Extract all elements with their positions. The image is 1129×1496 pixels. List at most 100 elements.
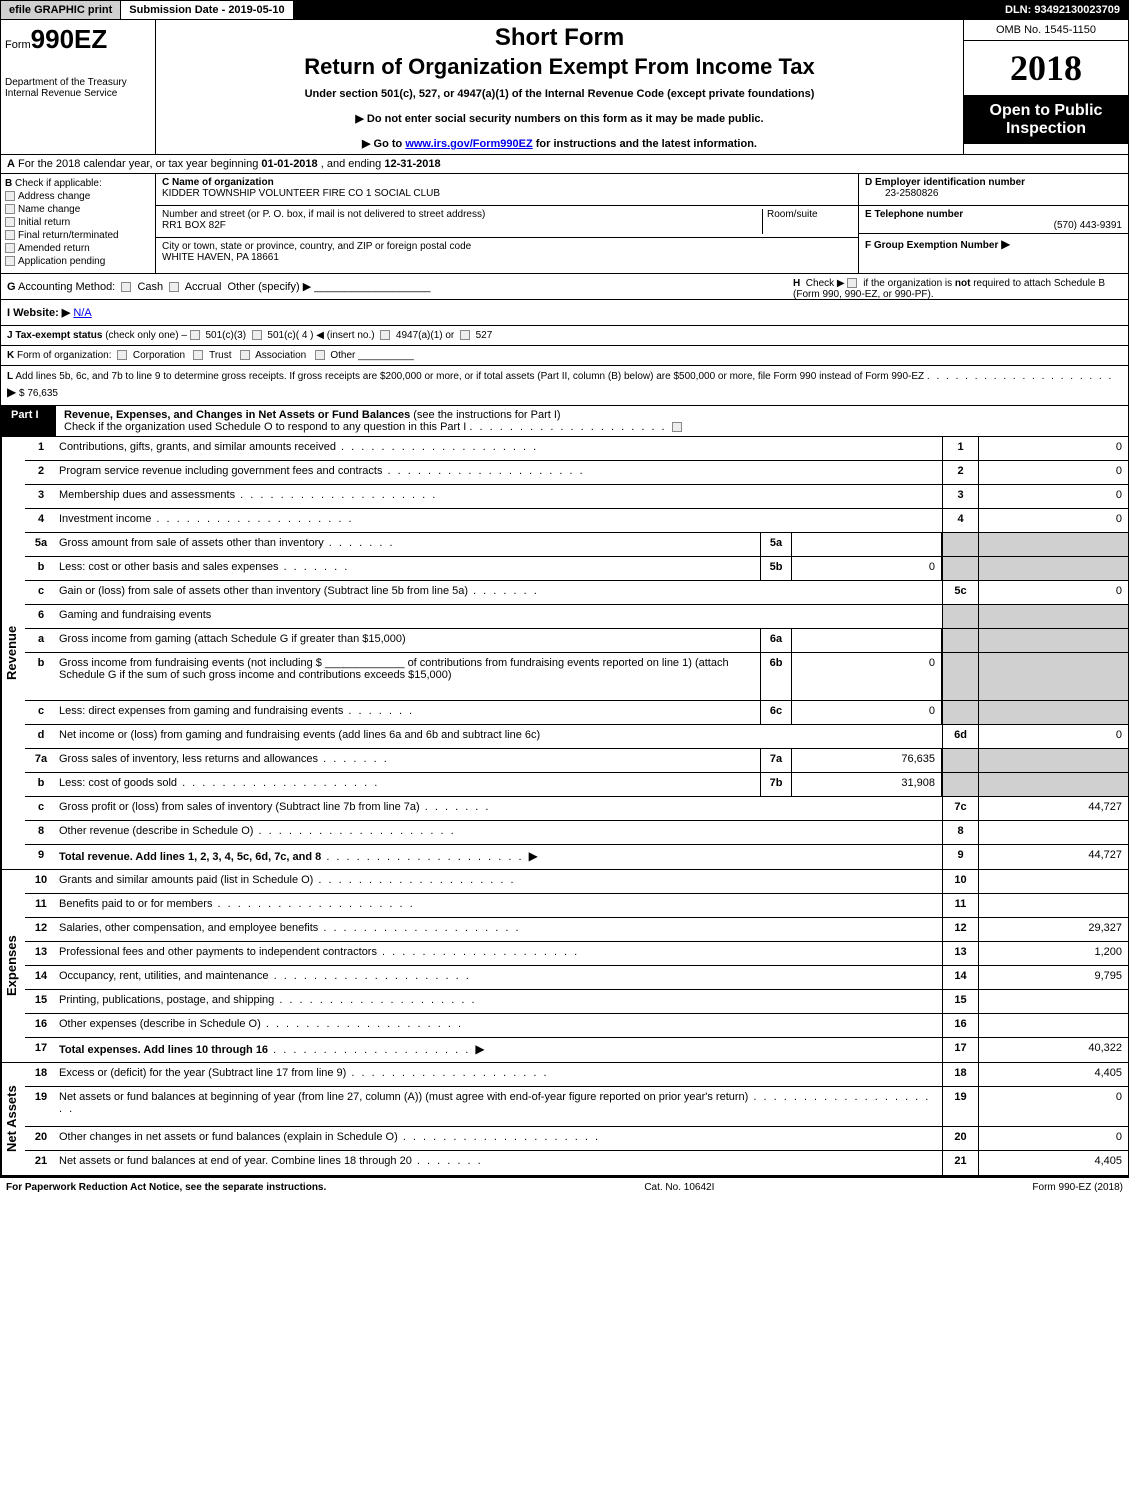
j-o3: 4947(a)(1) or bbox=[396, 330, 454, 341]
line-desc: Net assets or fund balances at beginning… bbox=[57, 1087, 942, 1126]
checkbox-icon[interactable] bbox=[380, 330, 390, 340]
website-val[interactable]: N/A bbox=[73, 307, 91, 319]
line-midval: 76,635 bbox=[792, 749, 942, 772]
expenses-vert-label: Expenses bbox=[1, 870, 25, 1062]
dots-icon bbox=[377, 946, 579, 958]
line-rval bbox=[978, 557, 1128, 580]
checkbox-icon[interactable] bbox=[240, 350, 250, 360]
dots-icon bbox=[235, 489, 437, 501]
desc-text: Other changes in net assets or fund bala… bbox=[59, 1131, 398, 1143]
dots-icon bbox=[177, 777, 379, 789]
i-label: I Website: ▶ bbox=[7, 307, 70, 319]
line-l: L Add lines 5b, 6c, and 7b to line 9 to … bbox=[0, 366, 1129, 405]
col-b: B Check if applicable: Address change Na… bbox=[1, 174, 156, 273]
line-rnum: 2 bbox=[942, 461, 978, 484]
desc-text: Net assets or fund balances at end of ye… bbox=[59, 1155, 412, 1167]
chk-address[interactable]: Address change bbox=[5, 191, 151, 202]
line-num: d bbox=[25, 725, 57, 748]
checkbox-icon[interactable] bbox=[460, 330, 470, 340]
line-rnum: 12 bbox=[942, 918, 978, 941]
checkbox-icon[interactable] bbox=[121, 282, 131, 292]
efile-print-button[interactable]: efile GRAPHIC print bbox=[1, 1, 121, 19]
line-a-label: A bbox=[7, 158, 15, 170]
dept-treasury: Department of the Treasury bbox=[5, 77, 151, 88]
line-rval: 0 bbox=[978, 437, 1128, 460]
row-1: 1 Contributions, gifts, grants, and simi… bbox=[25, 437, 1128, 461]
desc-text: Program service revenue including govern… bbox=[59, 465, 382, 477]
revenue-vert-label: Revenue bbox=[1, 437, 25, 869]
line-desc: Gross amount from sale of assets other t… bbox=[57, 533, 760, 556]
line-g: G Accounting Method: Cash Accrual Other … bbox=[0, 274, 1129, 300]
form-number: Form990EZ bbox=[5, 24, 151, 55]
desc-text: Membership dues and assessments bbox=[59, 489, 235, 501]
line-desc: Less: cost or other basis and sales expe… bbox=[57, 557, 760, 580]
l-text1: Add lines 5b, 6c, and 7b to line 9 to de… bbox=[15, 371, 924, 382]
checkbox-icon[interactable] bbox=[252, 330, 262, 340]
line-rval bbox=[978, 1014, 1128, 1037]
dots-icon bbox=[268, 1044, 475, 1056]
page-footer: For Paperwork Reduction Act Notice, see … bbox=[0, 1176, 1129, 1197]
line-num: c bbox=[25, 581, 57, 604]
line-rnum: 11 bbox=[942, 894, 978, 917]
line-rval bbox=[978, 605, 1128, 628]
chk-amended[interactable]: Amended return bbox=[5, 243, 151, 254]
desc-text: Salaries, other compensation, and employ… bbox=[59, 922, 318, 934]
line-rnum: 19 bbox=[942, 1087, 978, 1126]
line-rnum: 3 bbox=[942, 485, 978, 508]
line-num: 17 bbox=[25, 1038, 57, 1062]
netassets-vert-label: Net Assets bbox=[1, 1063, 25, 1175]
omb-number: OMB No. 1545-1150 bbox=[964, 20, 1128, 41]
checkbox-icon[interactable] bbox=[190, 330, 200, 340]
k-text: Form of organization: bbox=[17, 350, 112, 361]
cell-c-name: C Name of organization KIDDER TOWNSHIP V… bbox=[156, 174, 858, 206]
f-arrow-icon: ▶ bbox=[1001, 237, 1010, 251]
part1-header: Part I Revenue, Expenses, and Changes in… bbox=[0, 405, 1129, 437]
checkbox-icon bbox=[5, 191, 15, 201]
k-label: K bbox=[7, 350, 14, 361]
checkbox-icon[interactable] bbox=[193, 350, 203, 360]
dots-icon bbox=[343, 705, 414, 717]
checkbox-icon[interactable] bbox=[117, 350, 127, 360]
line-rval: 40,322 bbox=[978, 1038, 1128, 1062]
checkbox-icon[interactable] bbox=[847, 278, 857, 288]
checkbox-icon[interactable] bbox=[315, 350, 325, 360]
line-num: 21 bbox=[25, 1151, 57, 1175]
revenue-section: Revenue 1 Contributions, gifts, grants, … bbox=[0, 437, 1129, 870]
e-label: E Telephone number bbox=[865, 209, 963, 220]
chk-pending[interactable]: Application pending bbox=[5, 256, 151, 267]
row-6: 6 Gaming and fundraising events bbox=[25, 605, 1128, 629]
line-desc: Salaries, other compensation, and employ… bbox=[57, 918, 942, 941]
line-midnum: 6c bbox=[760, 701, 792, 724]
checkbox-icon[interactable] bbox=[169, 282, 179, 292]
desc-text: Gross profit or (loss) from sales of inv… bbox=[59, 801, 420, 813]
checkbox-icon[interactable] bbox=[672, 422, 682, 432]
desc-text: Less: cost or other basis and sales expe… bbox=[59, 561, 279, 573]
arrow-icon: ▶ bbox=[475, 1042, 484, 1056]
chk-initial[interactable]: Initial return bbox=[5, 217, 151, 228]
line-rval: 44,727 bbox=[978, 845, 1128, 869]
row-18: 18 Excess or (deficit) for the year (Sub… bbox=[25, 1063, 1128, 1087]
chk-final[interactable]: Final return/terminated bbox=[5, 230, 151, 241]
desc-text: Gain or (loss) from sale of assets other… bbox=[59, 585, 468, 597]
line-a-begin: 01-01-2018 bbox=[261, 158, 317, 170]
line-rnum bbox=[942, 773, 978, 796]
line-num: 18 bbox=[25, 1063, 57, 1086]
line-num: 20 bbox=[25, 1127, 57, 1150]
header-left: Form990EZ Department of the Treasury Int… bbox=[1, 20, 156, 154]
line-midnum: 6b bbox=[760, 653, 792, 700]
line-rnum bbox=[942, 701, 978, 724]
k-trust: Trust bbox=[209, 350, 231, 361]
line-rnum: 21 bbox=[942, 1151, 978, 1175]
l-label: L bbox=[7, 371, 13, 382]
cell-c-street: Number and street (or P. O. box, if mail… bbox=[156, 206, 858, 238]
line-num: 6 bbox=[25, 605, 57, 628]
h-text1: Check ▶ bbox=[806, 278, 845, 289]
footer-mid: Cat. No. 10642I bbox=[644, 1182, 714, 1193]
line-num: b bbox=[25, 557, 57, 580]
row-6d: d Net income or (loss) from gaming and f… bbox=[25, 725, 1128, 749]
line-num: 1 bbox=[25, 437, 57, 460]
line-rnum: 17 bbox=[942, 1038, 978, 1062]
goto-link[interactable]: www.irs.gov/Form990EZ bbox=[405, 138, 532, 150]
checkbox-icon bbox=[5, 243, 15, 253]
chk-name[interactable]: Name change bbox=[5, 204, 151, 215]
